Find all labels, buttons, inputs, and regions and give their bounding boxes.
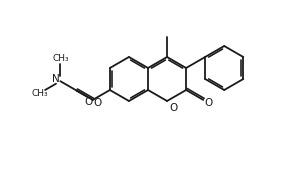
Text: O: O [169, 103, 177, 113]
Text: O: O [84, 97, 92, 107]
Text: N: N [52, 74, 60, 84]
Text: CH₃: CH₃ [32, 89, 48, 98]
Text: O: O [204, 98, 213, 108]
Text: O: O [94, 98, 102, 108]
Text: CH₃: CH₃ [52, 54, 69, 63]
